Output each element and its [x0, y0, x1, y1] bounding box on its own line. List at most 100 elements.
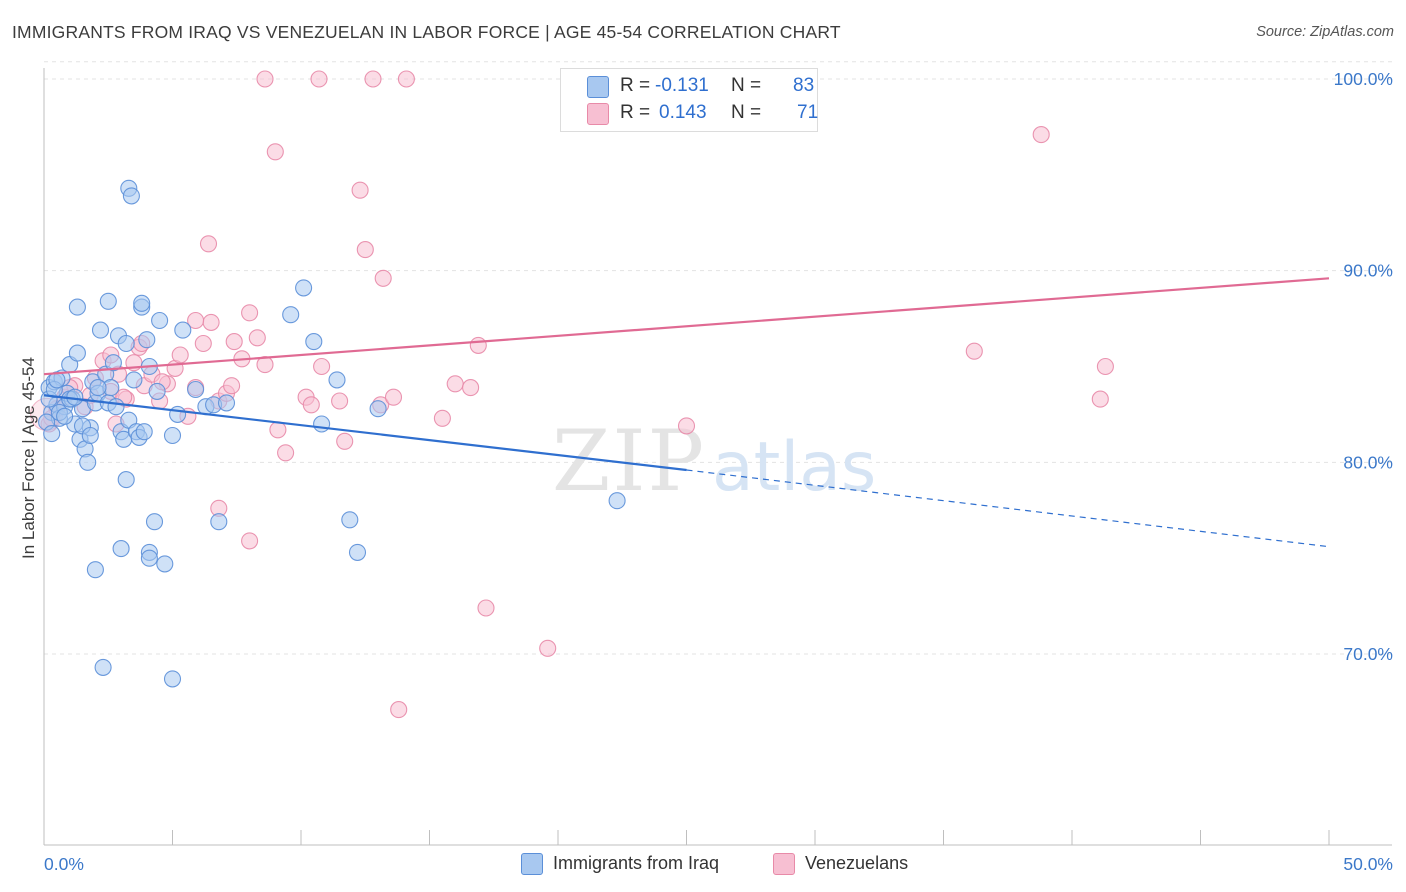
iraq-point: [81, 426, 99, 445]
venezuelan-point: [199, 235, 218, 253]
legend-n-value: 83: [793, 75, 815, 96]
iraq-trend-line-extension: [686, 469, 1330, 548]
iraq-point: [112, 540, 130, 558]
venezuelan-point: [248, 329, 266, 347]
watermark: ZIP atlas: [552, 412, 876, 510]
venezuelan-point: [462, 379, 480, 397]
iraq-point: [43, 425, 61, 443]
iraq-point: [305, 333, 323, 351]
series-legend: Immigrants from Iraq Venezuelans: [0, 850, 1406, 880]
venezuelan-point: [241, 304, 259, 322]
y-tick-label-70: 70.0%: [1343, 644, 1393, 664]
legend-n-label: N =: [731, 75, 762, 96]
venezuelan-point: [374, 269, 392, 287]
y-axis-label: In Labor Force | Age 45-54: [19, 357, 38, 559]
iraq-point: [91, 321, 110, 339]
trend-lines: [43, 277, 1330, 548]
iraq-point: [122, 187, 140, 205]
legend-swatch-venezuelans: [773, 853, 795, 875]
iraq-point: [107, 398, 125, 416]
iraq-point: [133, 294, 151, 312]
iraq-point: [174, 321, 192, 339]
legend-label-venezuelans: Venezuelans: [805, 853, 909, 873]
iraq-point: [48, 371, 66, 389]
iraq-point: [341, 511, 359, 529]
venezuelan-point: [364, 70, 382, 88]
iraq-point: [89, 379, 107, 397]
legend-n-value: 71: [797, 102, 819, 123]
venezuelan-point: [225, 333, 243, 351]
iraq-point: [68, 344, 86, 362]
venezuelan-point: [351, 181, 369, 199]
iraq-point: [369, 400, 387, 418]
y-tick-labels: 70.0% 80.0% 90.0% 100.0%: [1334, 69, 1393, 664]
venezuelan-point: [477, 599, 495, 617]
iraq-point: [295, 279, 313, 297]
iraq-point: [138, 331, 156, 349]
venezuelan-trend-line: [43, 277, 1330, 376]
venezuelan-point: [397, 70, 415, 88]
iraq-point: [125, 371, 143, 389]
y-tick-label-80: 80.0%: [1343, 452, 1393, 472]
iraq-point: [163, 426, 182, 445]
venezuelan-point: [384, 388, 403, 406]
iraq-point: [79, 453, 97, 471]
watermark-atlas: atlas: [712, 428, 876, 507]
iraq-trend-line: [43, 394, 687, 472]
iraq-point: [210, 513, 228, 531]
iraq-point: [56, 407, 74, 425]
iraq-point: [282, 306, 300, 324]
iraq-point: [217, 394, 236, 412]
venezuelan-point: [277, 444, 295, 462]
iraq-point: [313, 415, 331, 433]
correlation-legend: R = -0.131 N = 83 R = 0.143 N = 71: [560, 68, 818, 132]
venezuelan-point: [1032, 126, 1050, 144]
iraq-point: [99, 292, 117, 310]
legend-swatch-iraq: [521, 853, 543, 875]
x-tick-label-min: 0.0%: [44, 854, 84, 874]
iraq-point: [86, 561, 104, 579]
source-label: Source: ZipAtlas.com: [1256, 24, 1394, 40]
chart-title: IMMIGRANTS FROM IRAQ VS VENEZUELAN IN LA…: [12, 22, 841, 42]
legend-r-value: 0.143: [659, 102, 707, 123]
legend-swatch-venezuelans: [587, 103, 609, 125]
y-tick-label-90: 90.0%: [1343, 261, 1393, 281]
venezuelan-point: [469, 336, 487, 354]
iraq-point: [135, 423, 153, 441]
iraq-point: [145, 513, 164, 531]
iraq-point: [328, 371, 346, 389]
venezuelan-point: [187, 311, 205, 330]
venezuelan-point: [171, 346, 189, 364]
x-tick-label-max: 50.0%: [1343, 854, 1393, 874]
venezuelan-point: [202, 313, 220, 331]
venezuelan-point: [1091, 390, 1109, 408]
iraq-point: [187, 380, 205, 399]
venezuelan-point: [256, 70, 274, 88]
venezuelan-point: [356, 241, 374, 259]
legend-r-label: R =: [620, 75, 651, 96]
venezuelan-point: [1096, 357, 1114, 376]
x-ticks: [43, 830, 1330, 845]
venezuelan-point: [194, 334, 212, 353]
venezuelan-point: [223, 377, 241, 395]
venezuelan-point: [433, 409, 451, 427]
iraq-point: [104, 354, 122, 372]
venezuelan-point: [390, 701, 408, 719]
legend-r-label: R =: [620, 102, 651, 123]
iraq-point: [140, 549, 158, 567]
iraq-point: [68, 298, 86, 316]
axes: [43, 68, 1392, 846]
venezuelan-point: [677, 417, 696, 435]
iraq-point: [163, 670, 182, 688]
iraq-point: [94, 658, 112, 676]
legend-swatch-iraq: [587, 76, 609, 98]
iraq-point: [348, 543, 367, 561]
legend-label-iraq: Immigrants from Iraq: [553, 853, 720, 873]
venezuelan-point: [965, 342, 983, 360]
iraq-points: [38, 179, 626, 688]
venezuelan-point: [336, 432, 354, 450]
iraq-point: [156, 555, 174, 573]
venezuelan-point: [313, 357, 331, 376]
iraq-point: [117, 471, 135, 489]
